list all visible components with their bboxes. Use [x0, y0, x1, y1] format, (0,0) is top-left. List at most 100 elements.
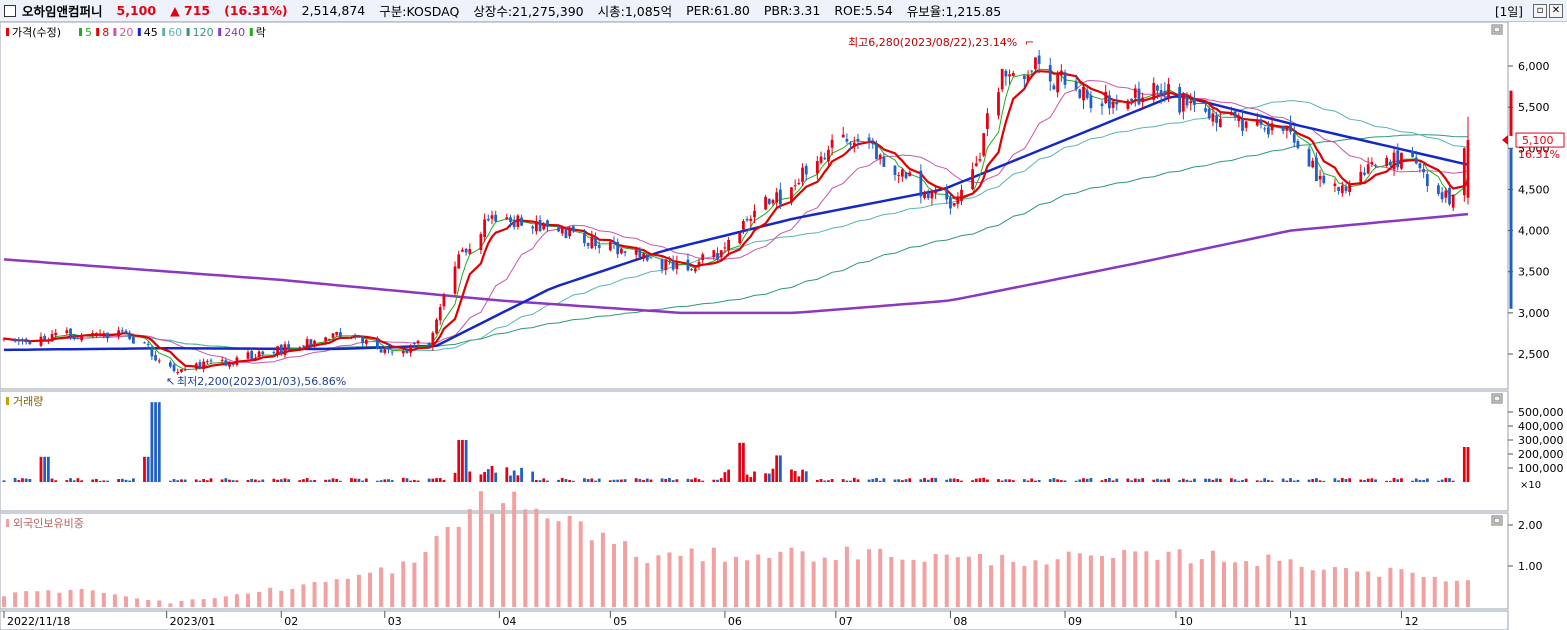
foreign-bar — [1288, 559, 1293, 607]
foreign-bar — [634, 556, 639, 607]
volume-bar — [1425, 478, 1429, 482]
volume-bar — [157, 402, 161, 482]
foreign-bar — [978, 553, 982, 607]
maximize-icon[interactable]: ▫ — [1533, 4, 1547, 18]
legend-ma240: 240 — [224, 26, 245, 39]
foreign-bar — [124, 596, 128, 607]
close-icon[interactable]: ✕ — [1549, 4, 1563, 18]
volume-bar — [1318, 480, 1322, 482]
foreign-bar — [1033, 560, 1038, 607]
foreign-bar — [844, 546, 849, 607]
candle-body — [697, 261, 701, 266]
volume-bar — [435, 478, 438, 482]
foreign-bar — [1432, 576, 1437, 607]
foreign-bar — [13, 592, 18, 607]
candle-body — [505, 217, 509, 220]
foreign-bar — [223, 596, 228, 607]
candle-body — [272, 352, 276, 354]
foreign-bar — [523, 509, 528, 607]
volume-bar — [1026, 480, 1030, 482]
volume-bar — [1241, 479, 1244, 482]
candle-body — [1237, 116, 1241, 121]
foreign-bar — [179, 600, 184, 607]
candle-body — [823, 157, 827, 160]
candle-body — [871, 142, 875, 145]
foreign-bar — [911, 559, 916, 607]
period-selector[interactable]: [1일] — [1494, 5, 1523, 19]
volume-bar — [1315, 478, 1318, 482]
volume-bar — [28, 479, 32, 482]
volume-bar — [845, 480, 849, 482]
candle-body — [128, 332, 132, 340]
volume-bar — [39, 456, 43, 482]
volume-tick-label: 400,000 — [1518, 420, 1564, 433]
volume-bar — [1011, 480, 1015, 482]
volume-bar — [1181, 478, 1185, 482]
price-tick-label: 4,500 — [1518, 183, 1550, 196]
volume-bar — [1307, 479, 1311, 482]
foreign-bar — [212, 598, 217, 607]
candle-body — [1163, 91, 1167, 95]
volume-bar — [871, 479, 875, 482]
candle-body — [790, 187, 793, 203]
candle-body — [897, 175, 901, 177]
foreign-bar — [1066, 551, 1071, 607]
volume-bar — [1004, 479, 1008, 482]
foreign-bar — [467, 509, 472, 607]
candle-body — [819, 156, 823, 163]
foreign-bar — [379, 567, 384, 607]
volume-bar — [686, 478, 690, 482]
candle-body — [364, 339, 368, 344]
candle-body — [1133, 88, 1137, 98]
volume-bar — [150, 402, 154, 482]
candle-body — [1056, 73, 1060, 93]
volume-bar — [1037, 479, 1041, 482]
candle-body — [1011, 73, 1015, 77]
candle-body — [1344, 187, 1348, 191]
volume-bar — [1022, 479, 1026, 482]
candle-body — [904, 172, 908, 179]
foreign-bar — [1399, 569, 1404, 607]
volume-bar — [154, 402, 157, 482]
candle-body — [1374, 165, 1377, 167]
candle-body — [745, 219, 749, 221]
foreign-bar — [1144, 551, 1149, 607]
volume-bar — [815, 479, 819, 482]
volume-bar — [1422, 479, 1426, 482]
candle-body — [1108, 95, 1111, 109]
volume-bar — [908, 478, 912, 482]
foreign-bar — [1299, 566, 1304, 607]
candle-body — [830, 139, 834, 148]
candle-body — [723, 247, 727, 249]
legend-marker-ma120 — [186, 28, 190, 36]
candle-body — [516, 215, 520, 227]
candle-body — [1422, 168, 1426, 173]
candle-body — [1385, 157, 1389, 166]
volume-bar — [749, 477, 753, 482]
candle-body — [671, 260, 675, 270]
candle-body — [620, 248, 623, 254]
volume-bar — [893, 479, 897, 482]
volume-bar — [224, 478, 228, 482]
volume-bar — [486, 469, 490, 482]
volume-bar — [900, 480, 904, 482]
candle-body — [335, 332, 339, 335]
candle-body — [568, 228, 572, 237]
volume-bar — [897, 479, 901, 482]
volume-bar — [438, 477, 442, 482]
foreign-bar — [301, 584, 306, 607]
candle-body — [509, 217, 512, 222]
volume-bar — [1448, 478, 1451, 482]
candle-body — [1292, 133, 1296, 143]
candle-body — [926, 192, 930, 199]
foreign-bar — [68, 589, 73, 607]
volume-bar — [753, 471, 756, 482]
volume-bar — [952, 478, 956, 482]
candle-body — [716, 252, 719, 260]
volume-bar — [117, 479, 120, 482]
select-checkbox[interactable] — [4, 4, 16, 17]
candle-body — [1111, 101, 1115, 108]
candle-body — [638, 248, 642, 258]
volume-bar — [1440, 479, 1444, 482]
foreign-bar — [734, 556, 738, 607]
